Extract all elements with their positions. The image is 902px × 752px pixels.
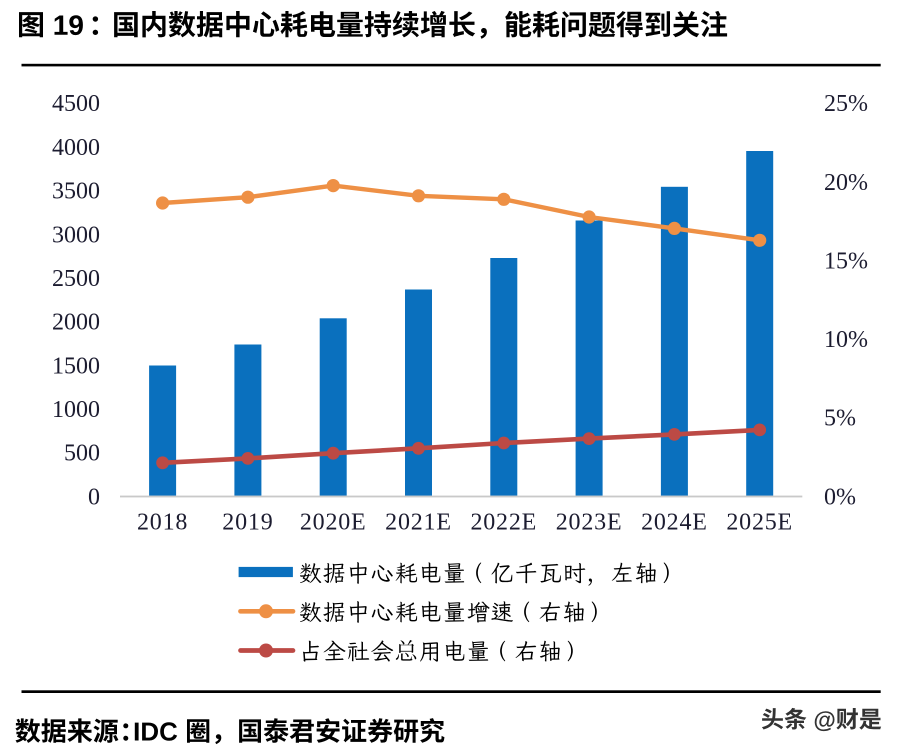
svg-text:4000: 4000 — [52, 135, 100, 161]
svg-text:2000: 2000 — [52, 310, 100, 336]
svg-text:2022E: 2022E — [470, 510, 537, 536]
svg-text:25%: 25% — [824, 91, 868, 117]
svg-text:2500: 2500 — [52, 266, 100, 292]
svg-text:1000: 1000 — [52, 397, 100, 423]
svg-text:15%: 15% — [824, 249, 868, 275]
svg-text:2023E: 2023E — [556, 510, 623, 536]
svg-text:4500: 4500 — [52, 91, 100, 117]
svg-text:2021E: 2021E — [385, 510, 452, 536]
svg-text:5%: 5% — [824, 406, 856, 432]
svg-text:2020E: 2020E — [300, 510, 367, 536]
svg-text:3500: 3500 — [52, 179, 100, 205]
svg-text:0%: 0% — [824, 484, 856, 510]
svg-text:1500: 1500 — [52, 353, 100, 379]
svg-text:2018: 2018 — [137, 510, 188, 536]
svg-text:500: 500 — [64, 441, 100, 467]
svg-text:2025E: 2025E — [726, 510, 793, 536]
svg-text:0: 0 — [88, 484, 100, 510]
svg-text:20%: 20% — [824, 170, 868, 196]
svg-text:10%: 10% — [824, 327, 868, 353]
svg-text:2024E: 2024E — [641, 510, 708, 536]
svg-text:2019: 2019 — [222, 510, 273, 536]
svg-text:3000: 3000 — [52, 222, 100, 248]
